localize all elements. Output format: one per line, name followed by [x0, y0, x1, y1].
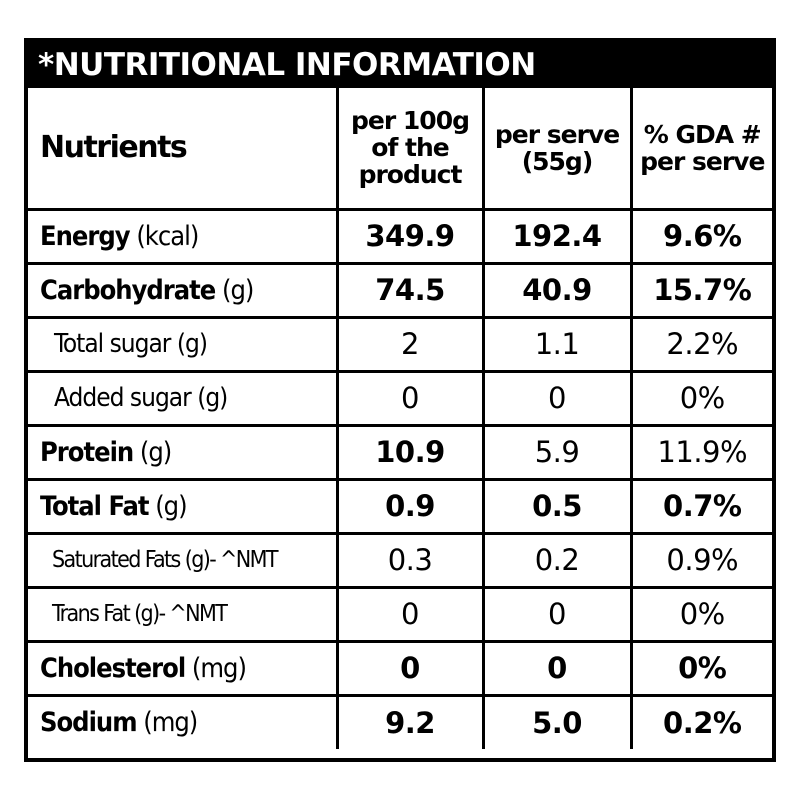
value-per-serve: 192.4	[481, 207, 633, 265]
value-gda: 0%	[629, 639, 772, 697]
nutrient-name: Saturated Fats (g)- ^NMT	[28, 531, 339, 589]
nutrient-name: Sodium (mg)	[28, 693, 339, 749]
table-row: Cholesterol (mg) 0 0 0%	[28, 639, 772, 697]
value-per-serve: 0	[481, 369, 633, 427]
value-per-100g: 0.3	[335, 531, 485, 589]
table-row: Saturated Fats (g)- ^NMT 0.3 0.2 0.9%	[28, 531, 772, 589]
header-gda: % GDA # per serve	[629, 88, 772, 211]
table-row: Carbohydrate (g) 74.5 40.9 15.7%	[28, 261, 772, 319]
value-gda: 9.6%	[629, 207, 772, 265]
value-per-serve: 0.2	[481, 531, 633, 589]
value-per-100g: 0.9	[335, 477, 485, 535]
value-gda: 0.9%	[629, 531, 772, 589]
nutrient-name: Carbohydrate (g)	[28, 261, 339, 319]
table-row: Sodium (mg) 9.2 5.0 0.2%	[28, 693, 772, 749]
value-per-100g: 349.9	[335, 207, 485, 265]
nutrition-panel: *NUTRITIONAL INFORMATION Nutrients per 1…	[24, 38, 776, 762]
header-per-serve: per serve (55g)	[481, 88, 633, 211]
value-per-serve: 5.9	[481, 423, 633, 481]
table-row: Total Fat (g) 0.9 0.5 0.7%	[28, 477, 772, 535]
value-per-100g: 0	[335, 585, 485, 643]
nutrient-name: Trans Fat (g)- ^NMT	[28, 585, 339, 643]
value-per-serve: 40.9	[481, 261, 633, 319]
nutrient-name: Energy (kcal)	[28, 207, 339, 265]
value-gda: 0%	[629, 369, 772, 427]
nutrient-name: Total Fat (g)	[28, 477, 339, 535]
value-per-100g: 10.9	[335, 423, 485, 481]
value-per-serve: 1.1	[481, 315, 633, 373]
panel-title: *NUTRITIONAL INFORMATION	[28, 42, 772, 88]
header-per-100g: per 100g of the product	[335, 88, 485, 211]
value-per-100g: 74.5	[335, 261, 485, 319]
value-per-100g: 0	[335, 369, 485, 427]
value-gda: 11.9%	[629, 423, 772, 481]
value-per-100g: 2	[335, 315, 485, 373]
header-row: Nutrients per 100g of the product per se…	[28, 88, 772, 211]
value-per-serve: 0	[481, 639, 633, 697]
value-gda: 15.7%	[629, 261, 772, 319]
table-row: Total sugar (g) 2 1.1 2.2%	[28, 315, 772, 373]
header-nutrients: Nutrients	[28, 88, 339, 211]
value-per-serve: 5.0	[481, 693, 633, 749]
value-gda: 0%	[629, 585, 772, 643]
value-per-100g: 0	[335, 639, 485, 697]
table-row: Added sugar (g) 0 0 0%	[28, 369, 772, 427]
value-per-100g: 9.2	[335, 693, 485, 749]
nutrient-name: Total sugar (g)	[28, 315, 339, 373]
table-row: Trans Fat (g)- ^NMT 0 0 0%	[28, 585, 772, 643]
table-row: Energy (kcal) 349.9 192.4 9.6%	[28, 207, 772, 265]
nutrient-name: Added sugar (g)	[28, 369, 339, 427]
nutrition-table: Nutrients per 100g of the product per se…	[28, 88, 772, 749]
value-per-serve: 0	[481, 585, 633, 643]
value-per-serve: 0.5	[481, 477, 633, 535]
nutrient-name: Cholesterol (mg)	[28, 639, 339, 697]
value-gda: 0.7%	[629, 477, 772, 535]
value-gda: 2.2%	[629, 315, 772, 373]
table-row: Protein (g) 10.9 5.9 11.9%	[28, 423, 772, 481]
nutrient-name: Protein (g)	[28, 423, 339, 481]
value-gda: 0.2%	[629, 693, 772, 749]
